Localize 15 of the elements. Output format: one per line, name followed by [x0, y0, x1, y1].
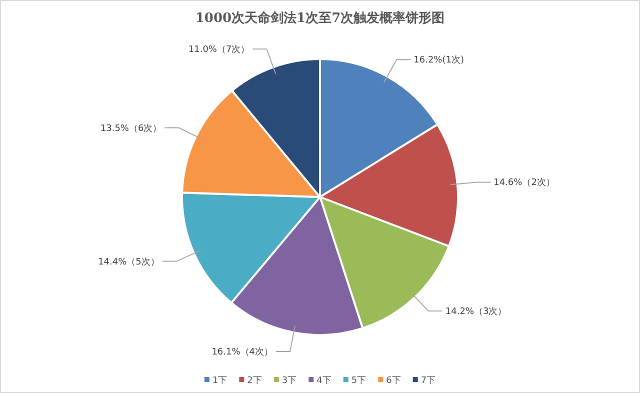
- legend-label: 7下: [420, 376, 436, 386]
- data-label: 16.2%(1次): [414, 54, 464, 66]
- data-label: 13.5%（6次）: [100, 122, 162, 134]
- data-label: 14.6%（2次）: [494, 177, 555, 188]
- data-label: 11.0%（7次）: [188, 44, 250, 55]
- legend-label: 1下: [212, 376, 228, 386]
- legend-label: 2下: [247, 376, 262, 386]
- legend-label: 5下: [351, 376, 366, 386]
- legend-label: 4下: [316, 376, 332, 386]
- legend-label: 3下: [282, 376, 297, 386]
- chart-title: 1000次天命剑法1次至7次触发概率饼形图: [195, 10, 445, 26]
- data-label: 14.4%（5次）: [98, 256, 160, 268]
- legend-label: 6下: [386, 376, 401, 386]
- data-label: 16.1%（4次）: [212, 346, 274, 358]
- data-label: 14.2%（3次）: [445, 306, 507, 317]
